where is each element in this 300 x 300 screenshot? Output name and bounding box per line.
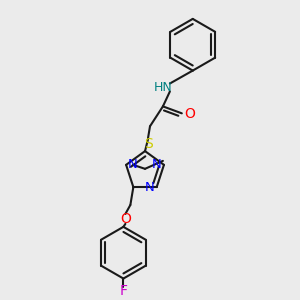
Text: O: O (184, 107, 195, 121)
Text: F: F (119, 284, 128, 298)
Text: S: S (144, 137, 152, 151)
Text: N: N (145, 181, 154, 194)
Text: N: N (128, 158, 138, 171)
Text: N: N (152, 158, 162, 171)
Text: O: O (120, 212, 131, 226)
Text: HN: HN (154, 81, 172, 94)
